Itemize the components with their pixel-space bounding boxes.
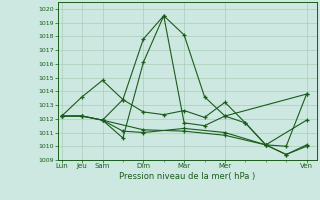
X-axis label: Pression niveau de la mer( hPa ): Pression niveau de la mer( hPa ): [119, 172, 255, 181]
